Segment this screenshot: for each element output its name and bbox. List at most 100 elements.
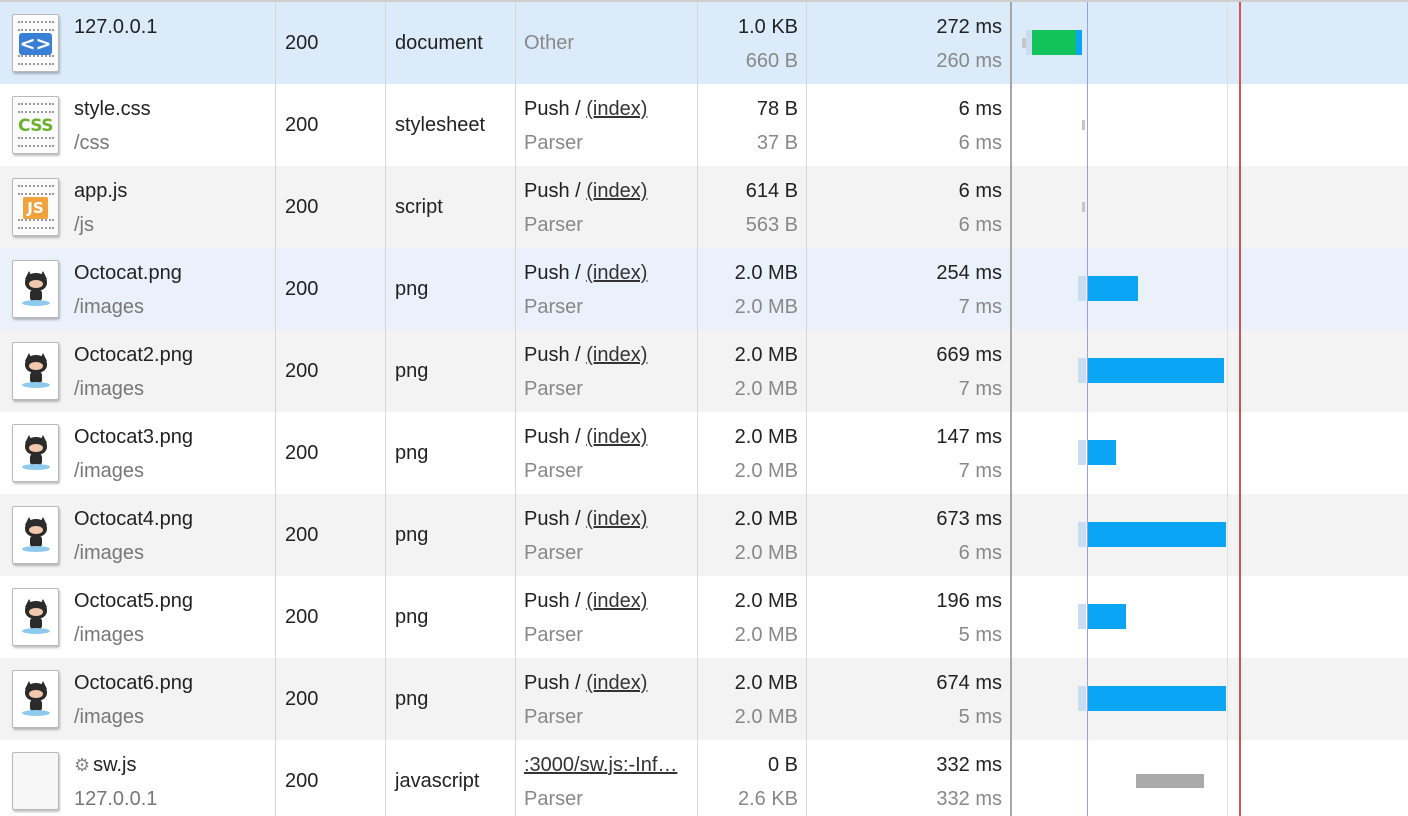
total-time: 673 ms: [936, 508, 1002, 530]
request-row[interactable]: Octocat.png/images 200 png Push / (index) Pa…: [0, 248, 1408, 330]
initiator-link[interactable]: (index): [586, 98, 648, 120]
latency-time: 5 ms: [958, 624, 1002, 646]
transfer-size: 2.0 MB: [734, 262, 798, 284]
icon-lines: [18, 21, 54, 31]
initiator-line: Push / (index): [524, 262, 694, 285]
column-divider-initiator[interactable]: [697, 2, 698, 816]
request-row[interactable]: Octocat6.png/images 200 png Push / (index) P…: [0, 658, 1408, 740]
initiator-cell: Other: [516, 2, 697, 84]
name-cell[interactable]: ⚙ sw.js 127.0.0.1: [0, 740, 275, 816]
name-cell[interactable]: Octocat5.png/images: [0, 576, 275, 658]
initiator-line: Push / (index): [524, 344, 694, 367]
initiator-link[interactable]: :3000/sw.js:-Inf…: [524, 754, 678, 776]
status-cell: 200: [276, 84, 385, 166]
column-divider-name[interactable]: [275, 2, 276, 816]
size-cell: 78 B 37 B: [698, 84, 806, 166]
initiator-link[interactable]: (index): [586, 262, 648, 284]
waterfall-cell[interactable]: [1012, 658, 1408, 740]
octocat-image-icon: [12, 670, 59, 728]
octocat-image-icon: [12, 506, 59, 564]
waterfall-cell[interactable]: [1012, 84, 1408, 166]
initiator-prefix: Push /: [524, 672, 587, 694]
name-cell[interactable]: Octocat3.png/images: [0, 412, 275, 494]
name-cell[interactable]: JS app.js/js: [0, 166, 275, 248]
initiator-link[interactable]: (index): [586, 508, 648, 530]
octocat-picture: [22, 681, 50, 717]
initiator-prefix: Push /: [524, 344, 587, 366]
latency-time: 5 ms: [958, 706, 1002, 728]
column-divider-status[interactable]: [385, 2, 386, 816]
request-row[interactable]: Octocat5.png/images 200 png Push / (index) P…: [0, 576, 1408, 658]
initiator-link[interactable]: (index): [586, 590, 648, 612]
initiator-prefix: Push /: [524, 98, 587, 120]
name-cell[interactable]: Octocat.png/images: [0, 248, 275, 330]
name-cell[interactable]: Octocat4.png/images: [0, 494, 275, 576]
request-path: /css: [74, 132, 110, 154]
request-row[interactable]: Octocat3.png/images 200 png Push / (index) P…: [0, 412, 1408, 494]
total-time: 272 ms: [936, 16, 1002, 38]
name-cell[interactable]: Octocat2.png/images: [0, 330, 275, 412]
cat-water: [22, 628, 50, 634]
waterfall-cell[interactable]: [1012, 330, 1408, 412]
waterfall-cell[interactable]: [1012, 166, 1408, 248]
total-time: 6 ms: [958, 180, 1002, 202]
request-row[interactable]: <> 127.0.0.1 200 document Other 1.0 KB 660 B 27…: [0, 2, 1408, 84]
size-cell: 614 B 563 B: [698, 166, 806, 248]
request-row[interactable]: Octocat4.png/images 200 png Push / (index) P…: [0, 494, 1408, 576]
size-cell: 0 B 2.6 KB: [698, 740, 806, 816]
status-code: 200: [285, 688, 319, 710]
size-cell: 2.0 MB 2.0 MB: [698, 576, 806, 658]
cat-water: [22, 710, 50, 716]
octocat-picture: [22, 517, 50, 553]
name-cell[interactable]: Octocat6.png/images: [0, 658, 275, 740]
waterfall-cell[interactable]: [1012, 576, 1408, 658]
request-row[interactable]: ⚙ sw.js 127.0.0.1 200 javascript:3000/sw.js:…: [0, 740, 1408, 816]
resource-type: png: [395, 606, 429, 628]
waterfall-receiving-segment: [1087, 522, 1226, 547]
initiator-link[interactable]: (index): [586, 344, 648, 366]
waterfall-cell[interactable]: [1012, 494, 1408, 576]
request-path: 127.0.0.1: [74, 788, 158, 810]
resource-size: 2.0 MB: [734, 296, 798, 318]
initiator-prefix: Push /: [524, 590, 587, 612]
request-row[interactable]: JS app.js/js 200 script Push / (index) Parser…: [0, 166, 1408, 248]
status-cell: 200: [276, 740, 385, 816]
resource-size: 2.0 MB: [734, 706, 798, 728]
waterfall-cell[interactable]: [1012, 2, 1408, 84]
initiator-link[interactable]: (index): [586, 180, 648, 202]
column-divider-type[interactable]: [515, 2, 516, 816]
request-path: /images: [74, 460, 145, 482]
status-code: 200: [285, 606, 319, 628]
cat-body: [30, 536, 42, 547]
cat-water: [22, 300, 50, 306]
total-time: 6 ms: [958, 98, 1002, 120]
name-cell[interactable]: CSS style.css/css: [0, 84, 275, 166]
cat-water: [22, 382, 50, 388]
time-cell: 669 ms 7 ms: [807, 330, 1010, 412]
transfer-size: 2.0 MB: [734, 344, 798, 366]
waterfall-cell[interactable]: [1012, 412, 1408, 494]
column-divider-size[interactable]: [806, 2, 807, 816]
request-path: /js: [74, 214, 94, 236]
resource-type: png: [395, 360, 429, 382]
resource-type: png: [395, 278, 429, 300]
gear-icon: ⚙: [74, 755, 91, 775]
transfer-size: 0 B: [767, 754, 798, 776]
request-row[interactable]: CSS style.css/css 200 stylesheet Push / (ind…: [0, 84, 1408, 166]
initiator-line: Push / (index): [524, 426, 694, 449]
octocat-picture: [22, 271, 50, 307]
status-cell: 200: [276, 576, 385, 658]
request-row[interactable]: Octocat2.png/images 200 png Push / (index) P…: [0, 330, 1408, 412]
size-cell: 1.0 KB 660 B: [698, 2, 806, 84]
size-cell: 2.0 MB 2.0 MB: [698, 658, 806, 740]
waterfall-cell[interactable]: [1012, 248, 1408, 330]
waterfall-cell[interactable]: [1012, 740, 1408, 816]
octocat-picture: [22, 353, 50, 389]
initiator-link[interactable]: (index): [586, 426, 648, 448]
cat-face: [29, 444, 43, 452]
column-divider-time[interactable]: [1010, 2, 1012, 816]
initiator-link[interactable]: (index): [586, 672, 648, 694]
name-cell[interactable]: <> 127.0.0.1: [0, 2, 275, 84]
octocat-picture: [22, 599, 50, 635]
